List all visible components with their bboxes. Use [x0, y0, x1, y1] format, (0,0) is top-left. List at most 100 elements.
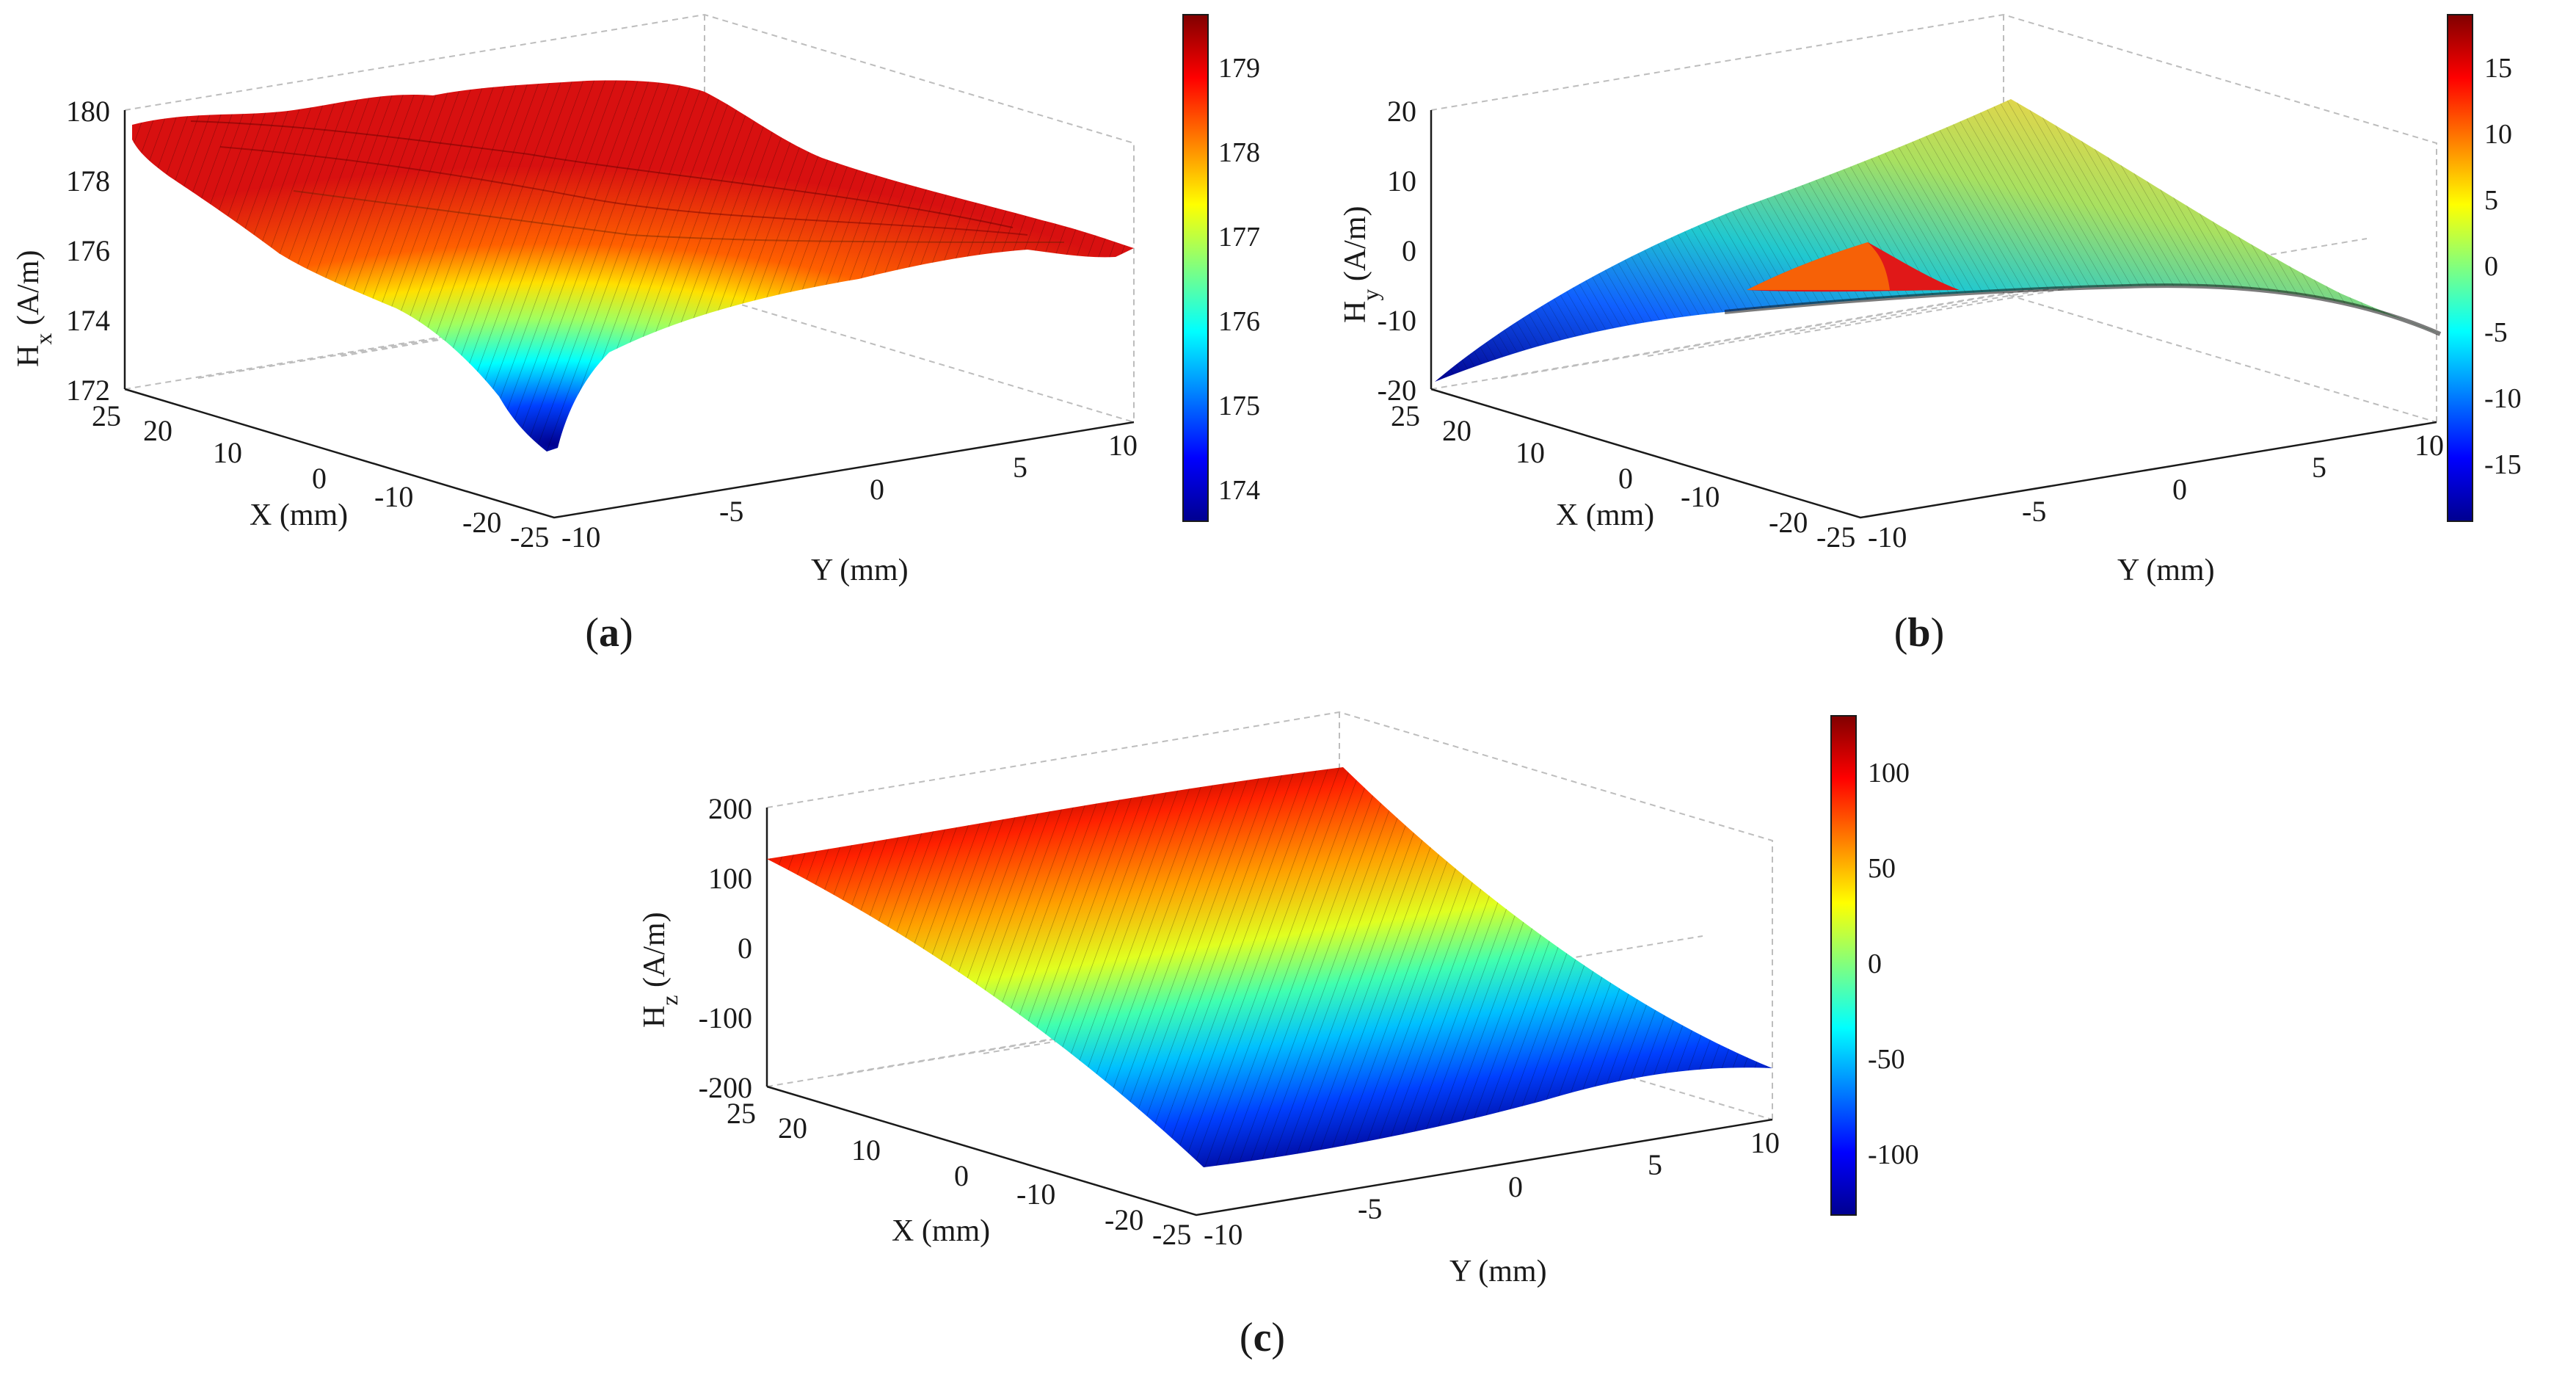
z-label-sub: x [30, 333, 57, 345]
x-tick: -10 [1016, 1178, 1055, 1211]
y-tick: 0 [1508, 1170, 1523, 1203]
x-tick: 0 [1618, 462, 1633, 495]
colorbar-tick: 176 [1218, 306, 1260, 337]
colorbar-tick: 0 [2484, 251, 2498, 282]
axes-frame-a [123, 110, 1135, 519]
z-ticks-b: 20 10 0 -10 -20 [1378, 95, 1416, 407]
z-tick: 180 [66, 95, 110, 128]
colorbar-tick: 179 [1218, 53, 1260, 84]
colorbar-tick: 50 [1868, 853, 1896, 884]
x-tick: -25 [1152, 1218, 1191, 1251]
x-tick: -20 [1105, 1203, 1143, 1236]
colorbar-tick: 177 [1218, 222, 1260, 253]
colorbar-c: 100 50 0 -50 -100 [1830, 715, 1919, 1216]
colorbar-tick: -15 [2484, 449, 2522, 480]
z-axis-label-c: Hz (A/m) [638, 912, 683, 1028]
x-ticks-a: 25 20 10 0 -10 -20 -25 [92, 399, 549, 554]
colorbar-tick: 178 [1218, 137, 1260, 168]
z-tick: -10 [1378, 304, 1416, 337]
colorbar-tick: -50 [1868, 1044, 1905, 1075]
colorbar-tick: 0 [1868, 949, 1882, 979]
panel-label-c: (c) [1240, 1315, 1285, 1360]
y-tick: -5 [2022, 495, 2046, 528]
x-tick: 20 [143, 414, 172, 447]
colorbar-tick: 175 [1218, 391, 1260, 421]
y-tick: 5 [1013, 451, 1027, 484]
colorbar-tick: 15 [2484, 53, 2512, 84]
z-tick: 174 [66, 304, 110, 337]
surface-b [1435, 99, 2442, 382]
x-tick: 20 [1442, 414, 1471, 447]
x-axis-label-a: X (mm) [250, 498, 348, 532]
y-tick: -10 [561, 521, 600, 554]
y-tick: 0 [2172, 473, 2187, 506]
z-tick: -100 [699, 1001, 752, 1034]
y-tick: 10 [1108, 429, 1138, 462]
panel-label-b: (b) [1894, 610, 1944, 656]
x-tick: 0 [954, 1159, 969, 1192]
colorbar-b: 15 10 5 0 -5 -10 -15 [2447, 14, 2522, 522]
x-tick: 25 [1391, 399, 1420, 432]
x-tick: -20 [1769, 506, 1808, 539]
y-tick: -5 [1358, 1192, 1382, 1225]
y-axis-label-c: Y (mm) [1449, 1255, 1547, 1288]
colorbar-tick: 10 [2484, 119, 2512, 150]
colorbar-tick: -100 [1868, 1139, 1919, 1170]
x-tick: -10 [1681, 480, 1720, 513]
x-tick: -10 [374, 480, 413, 513]
y-tick: 5 [2312, 451, 2326, 484]
y-tick: 5 [1648, 1148, 1662, 1181]
panel-label-a: (a) [585, 610, 633, 656]
z-tick: 200 [708, 792, 752, 825]
y-axis-label-a: Y (mm) [811, 554, 909, 587]
y-axis-label-b: Y (mm) [2117, 554, 2215, 587]
y-ticks-a: -10 -5 0 5 10 [561, 429, 1138, 554]
panel-b: 20 10 0 -10 -20 25 20 10 0 -10 -20 -25 -… [1339, 13, 2522, 656]
axes-frame-b [1430, 110, 2437, 519]
y-ticks-b: -10 -5 0 5 10 [1868, 429, 2444, 554]
x-tick: -25 [1816, 521, 1855, 554]
y-tick: 10 [2415, 429, 2444, 462]
axes-frame-c [765, 808, 1773, 1216]
z-tick: 178 [66, 164, 110, 197]
colorbar-tick: -10 [2484, 383, 2522, 414]
y-tick: -5 [719, 495, 743, 528]
x-tick: 10 [213, 436, 242, 469]
z-axis-label-b: Hy (A/m) [1339, 206, 1383, 324]
x-axis-label-c: X (mm) [892, 1214, 990, 1248]
y-tick: 10 [1750, 1126, 1780, 1159]
x-tick: 25 [727, 1097, 756, 1130]
colorbar-tick: -5 [2484, 317, 2508, 348]
z-tick: 100 [708, 862, 752, 895]
x-ticks-b: 25 20 10 0 -10 -20 -25 [1391, 399, 1855, 554]
x-tick: 10 [851, 1134, 881, 1167]
x-ticks-c: 25 20 10 0 -10 -20 -25 [727, 1097, 1191, 1251]
panel-a: 180 178 176 174 172 25 20 10 0 -10 -20 -… [12, 13, 1260, 656]
z-label-unit: (A/m) [12, 250, 46, 333]
z-tick: 0 [1402, 234, 1416, 267]
x-axis-label-b: X (mm) [1556, 498, 1654, 532]
z-ticks-c: 200 100 0 -100 -200 [699, 792, 752, 1104]
y-tick: 0 [870, 473, 884, 506]
panel-c: 200 100 0 -100 -200 25 20 10 0 -10 -20 -… [638, 711, 1919, 1360]
z-tick: 10 [1387, 164, 1416, 197]
z-axis-label-a: Hx (A/m) [12, 250, 57, 368]
x-tick: 25 [92, 399, 121, 432]
colorbar-tick: 174 [1218, 475, 1260, 506]
z-tick: -20 [1378, 374, 1416, 407]
colorbar-a: 179 178 177 176 175 174 [1182, 14, 1260, 522]
y-tick: -10 [1204, 1218, 1242, 1251]
surface-c [767, 767, 1772, 1167]
x-tick: -20 [462, 506, 501, 539]
x-tick: 20 [778, 1112, 807, 1145]
z-tick: 172 [66, 374, 110, 407]
z-ticks-a: 180 178 176 174 172 [66, 95, 110, 407]
x-tick: 0 [312, 462, 327, 495]
x-tick: -25 [510, 521, 549, 554]
colorbar-tick: 5 [2484, 185, 2498, 216]
z-tick: -200 [699, 1071, 752, 1104]
z-tick: 0 [738, 932, 752, 965]
z-tick: 176 [66, 234, 110, 267]
x-tick: 10 [1516, 436, 1545, 469]
